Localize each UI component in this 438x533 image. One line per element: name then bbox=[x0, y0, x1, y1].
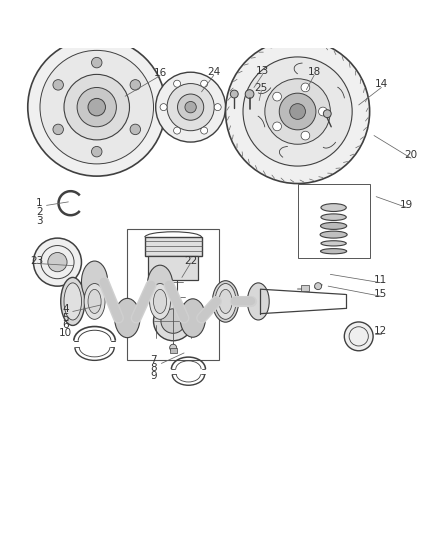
Circle shape bbox=[344, 322, 373, 351]
Text: 25: 25 bbox=[255, 83, 268, 93]
Ellipse shape bbox=[215, 284, 236, 319]
Ellipse shape bbox=[247, 283, 269, 320]
Text: 14: 14 bbox=[375, 79, 388, 90]
Circle shape bbox=[318, 107, 327, 116]
Ellipse shape bbox=[64, 283, 81, 320]
Ellipse shape bbox=[88, 289, 101, 313]
Circle shape bbox=[92, 147, 102, 157]
Circle shape bbox=[226, 39, 370, 183]
Circle shape bbox=[167, 84, 214, 131]
Circle shape bbox=[301, 83, 310, 92]
Circle shape bbox=[28, 38, 166, 176]
Text: 24: 24 bbox=[207, 67, 220, 77]
Text: 13: 13 bbox=[256, 66, 269, 76]
Bar bbox=[145, 237, 201, 256]
Bar bbox=[148, 256, 198, 280]
Ellipse shape bbox=[321, 214, 346, 221]
Text: 8: 8 bbox=[150, 363, 157, 373]
Circle shape bbox=[273, 122, 282, 131]
Ellipse shape bbox=[219, 289, 232, 313]
Circle shape bbox=[314, 282, 321, 289]
Circle shape bbox=[290, 103, 305, 119]
Ellipse shape bbox=[115, 298, 140, 338]
Text: 18: 18 bbox=[307, 67, 321, 77]
Text: 22: 22 bbox=[184, 256, 197, 266]
Circle shape bbox=[92, 58, 102, 68]
Text: 1: 1 bbox=[36, 198, 42, 208]
Ellipse shape bbox=[321, 248, 347, 254]
Ellipse shape bbox=[153, 289, 166, 313]
Text: 20: 20 bbox=[405, 150, 418, 160]
Circle shape bbox=[88, 99, 106, 116]
Circle shape bbox=[33, 238, 81, 286]
Circle shape bbox=[273, 92, 282, 101]
Circle shape bbox=[40, 51, 153, 164]
Circle shape bbox=[48, 253, 67, 272]
Ellipse shape bbox=[84, 284, 105, 319]
Text: 7: 7 bbox=[150, 356, 157, 365]
Circle shape bbox=[53, 124, 64, 135]
Text: 12: 12 bbox=[374, 326, 387, 336]
Circle shape bbox=[279, 93, 316, 130]
Circle shape bbox=[243, 57, 352, 166]
Circle shape bbox=[64, 75, 130, 140]
Circle shape bbox=[153, 302, 193, 341]
Circle shape bbox=[130, 79, 141, 90]
Circle shape bbox=[245, 90, 254, 99]
Circle shape bbox=[155, 72, 226, 142]
Text: 3: 3 bbox=[36, 216, 42, 225]
Bar bbox=[301, 285, 309, 290]
Text: 9: 9 bbox=[150, 371, 157, 381]
Circle shape bbox=[161, 309, 185, 333]
Text: 19: 19 bbox=[400, 199, 413, 209]
Text: 5: 5 bbox=[62, 312, 69, 322]
Text: 4: 4 bbox=[62, 304, 69, 314]
Ellipse shape bbox=[61, 277, 85, 326]
Circle shape bbox=[160, 103, 167, 111]
Circle shape bbox=[301, 131, 310, 140]
Bar bbox=[127, 229, 219, 360]
Text: 16: 16 bbox=[153, 68, 167, 78]
Circle shape bbox=[201, 80, 208, 87]
Ellipse shape bbox=[320, 231, 347, 238]
Text: 11: 11 bbox=[374, 274, 387, 285]
Text: 10: 10 bbox=[59, 328, 72, 338]
Ellipse shape bbox=[81, 261, 108, 303]
Text: 6: 6 bbox=[62, 320, 69, 330]
Ellipse shape bbox=[212, 281, 239, 322]
Bar bbox=[170, 348, 177, 353]
Circle shape bbox=[214, 103, 221, 111]
Ellipse shape bbox=[150, 284, 170, 319]
Circle shape bbox=[230, 90, 238, 98]
Ellipse shape bbox=[148, 265, 173, 304]
Circle shape bbox=[170, 344, 177, 351]
Circle shape bbox=[265, 79, 330, 144]
Circle shape bbox=[173, 80, 180, 87]
Circle shape bbox=[53, 79, 64, 90]
Bar bbox=[297, 183, 370, 258]
Ellipse shape bbox=[180, 299, 205, 337]
Circle shape bbox=[185, 101, 196, 113]
Circle shape bbox=[130, 124, 141, 135]
Circle shape bbox=[177, 94, 204, 120]
Circle shape bbox=[77, 87, 117, 127]
Text: 15: 15 bbox=[374, 288, 387, 298]
Text: 2: 2 bbox=[36, 207, 42, 217]
Text: 23: 23 bbox=[30, 256, 43, 266]
Circle shape bbox=[173, 127, 180, 134]
Circle shape bbox=[323, 110, 331, 118]
Circle shape bbox=[201, 127, 208, 134]
Ellipse shape bbox=[321, 204, 346, 212]
Ellipse shape bbox=[321, 222, 347, 229]
Ellipse shape bbox=[321, 241, 346, 246]
